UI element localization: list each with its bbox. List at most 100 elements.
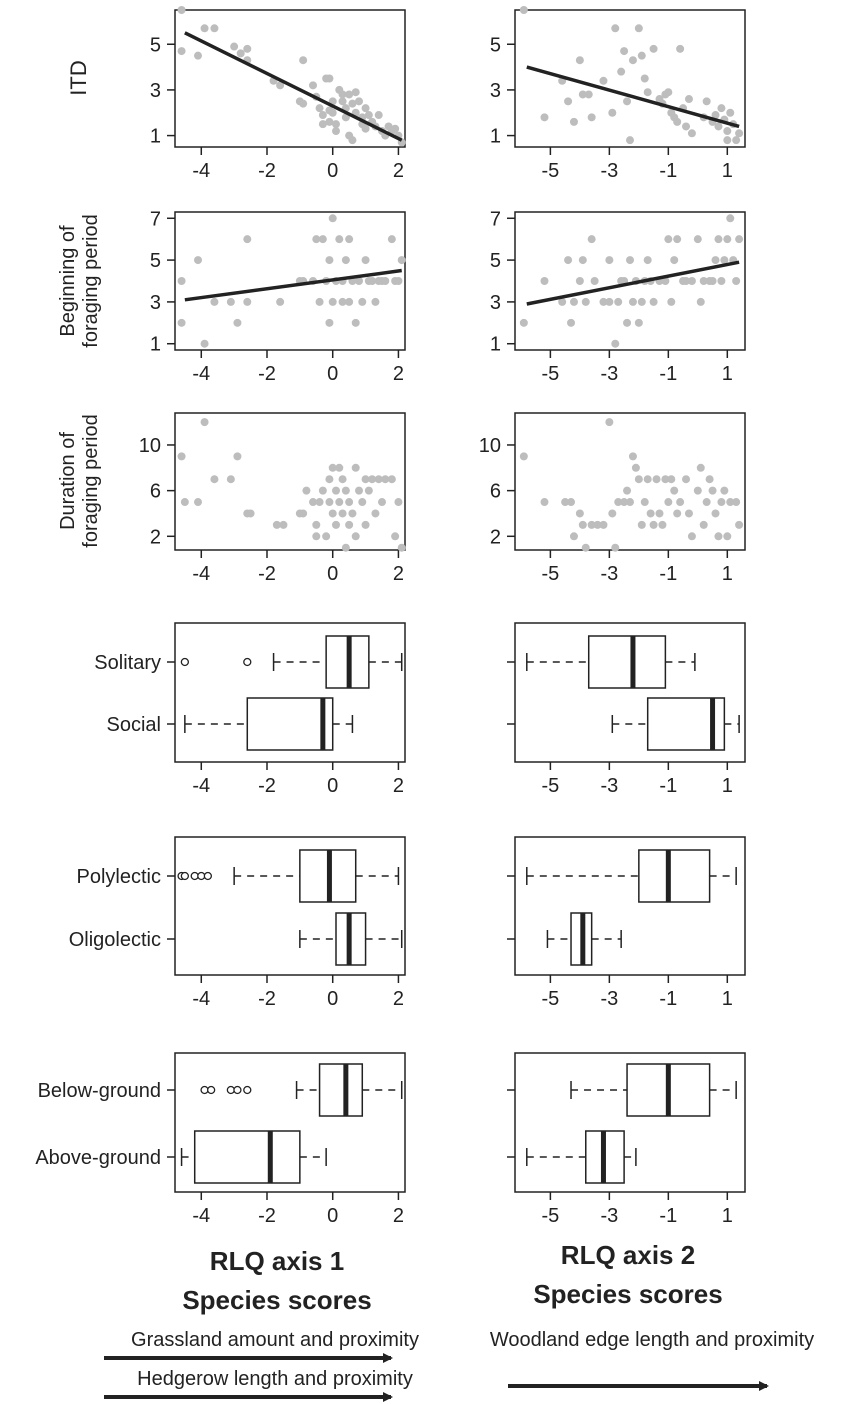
y-axis-label-line: foraging period <box>80 214 102 347</box>
data-point <box>233 452 242 461</box>
box-iqr <box>587 635 667 689</box>
boxplot-social <box>184 697 354 751</box>
plot-frame <box>174 412 406 551</box>
data-point <box>200 339 209 348</box>
data-point <box>611 543 620 552</box>
data-point <box>735 520 744 529</box>
data-point <box>649 297 658 306</box>
data-point <box>348 99 357 108</box>
data-point <box>708 277 717 285</box>
x-tick-label: -4 <box>192 363 210 385</box>
data-point <box>702 97 711 106</box>
x-tick-label: -1 <box>659 160 677 182</box>
data-point <box>332 127 340 136</box>
data-point <box>335 235 344 244</box>
data-point <box>658 520 667 529</box>
data-point <box>720 256 729 265</box>
data-point <box>605 418 614 427</box>
data-point <box>723 127 732 136</box>
data-point <box>611 339 620 348</box>
data-point <box>578 256 587 265</box>
data-point <box>200 418 209 427</box>
data-point <box>341 256 350 265</box>
x-tick-label: -3 <box>600 1205 618 1227</box>
data-point <box>358 498 367 507</box>
data-point <box>620 47 629 56</box>
data-point <box>325 318 334 327</box>
data-point <box>210 297 219 306</box>
x-tick-label: -1 <box>659 988 677 1010</box>
data-point <box>684 95 693 104</box>
data-point <box>732 498 741 507</box>
data-point <box>584 90 593 99</box>
data-point <box>599 76 608 85</box>
x-tick-label: 1 <box>722 563 733 585</box>
data-point <box>561 498 570 507</box>
data-point <box>279 520 288 529</box>
data-point <box>328 509 337 518</box>
data-point <box>378 498 386 507</box>
data-point <box>735 235 744 244</box>
data-point <box>664 498 673 507</box>
data-point <box>652 475 661 484</box>
data-point <box>590 277 599 285</box>
data-point <box>646 509 655 518</box>
y-tick-label: 2 <box>490 526 501 548</box>
y-tick-label: 5 <box>490 250 501 272</box>
outlier-point <box>243 657 252 667</box>
data-point <box>351 463 360 472</box>
data-point <box>670 486 679 495</box>
data-point <box>328 463 337 472</box>
data-point <box>640 74 649 83</box>
data-point <box>614 297 623 306</box>
data-point <box>387 475 396 484</box>
data-point <box>558 297 567 306</box>
gradient-hedgerow-label: Hedgerow length and proximity <box>137 1368 413 1390</box>
data-point <box>723 532 732 541</box>
data-point <box>628 297 637 306</box>
data-point <box>676 498 685 507</box>
data-point <box>325 475 334 484</box>
data-point <box>361 124 370 133</box>
data-point <box>637 51 646 60</box>
data-point <box>397 256 406 265</box>
data-point <box>620 498 629 507</box>
x-tick-label: 0 <box>327 775 338 797</box>
data-point <box>341 486 350 495</box>
data-point <box>177 277 186 285</box>
x-tick-label: -2 <box>258 775 276 797</box>
x-tick-label: 2 <box>393 988 404 1010</box>
data-point <box>361 256 370 265</box>
data-point <box>345 235 354 244</box>
category-label: Social <box>107 714 161 736</box>
boxplot-below-ground <box>570 1063 737 1117</box>
data-point <box>361 104 370 113</box>
data-point <box>351 88 360 97</box>
data-point <box>564 256 573 265</box>
data-point <box>302 486 311 495</box>
data-point <box>726 108 735 117</box>
data-point <box>341 543 350 552</box>
data-point <box>338 97 347 106</box>
plot-frame <box>174 622 406 763</box>
data-point <box>519 6 528 14</box>
data-point <box>348 136 357 145</box>
data-point <box>626 256 634 265</box>
data-point <box>355 277 363 285</box>
data-point <box>575 509 584 518</box>
data-point <box>332 520 340 529</box>
data-point <box>714 122 723 131</box>
data-point <box>608 509 617 518</box>
data-point <box>299 56 308 65</box>
plot-frame <box>174 9 406 148</box>
data-point <box>708 486 717 495</box>
data-point <box>567 498 576 507</box>
y-tick-label: 6 <box>490 481 501 503</box>
data-point <box>345 90 354 99</box>
x-tick-label: 1 <box>722 988 733 1010</box>
x-tick-label: 0 <box>327 160 338 182</box>
data-point <box>364 486 373 495</box>
x-tick-label: -1 <box>659 363 677 385</box>
x-tick-label: -1 <box>659 563 677 585</box>
data-point <box>194 498 202 507</box>
